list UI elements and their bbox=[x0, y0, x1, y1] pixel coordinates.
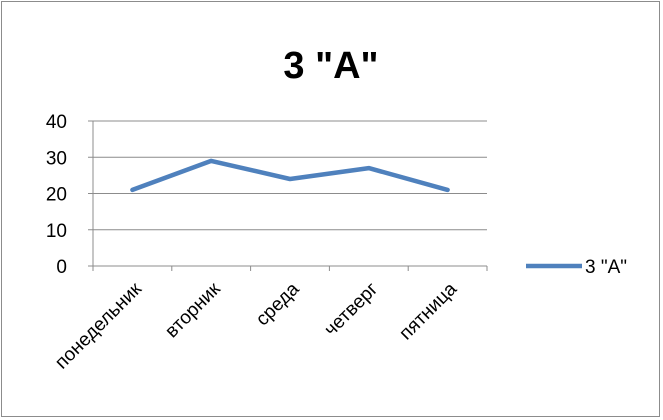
x-tick-label: четверг bbox=[320, 279, 382, 341]
legend: 3 "А" bbox=[526, 257, 627, 278]
x-tick-labels: понедельник вторник среда четверг пятница bbox=[51, 278, 461, 373]
data-point bbox=[210, 160, 212, 162]
series-line bbox=[130, 158, 450, 193]
data-point bbox=[289, 178, 291, 180]
data-point bbox=[131, 189, 133, 191]
y-tick-label: 30 bbox=[46, 148, 67, 169]
x-tick-label: вторник bbox=[161, 278, 225, 342]
gridlines bbox=[93, 120, 487, 231]
y-tick-labels: 0 10 20 30 40 bbox=[46, 112, 67, 278]
chart-title: 3 "А" bbox=[283, 45, 378, 87]
y-tick-label: 40 bbox=[46, 112, 67, 133]
x-tick-label: среда bbox=[252, 278, 304, 330]
y-tick-label: 0 bbox=[56, 257, 67, 278]
data-point bbox=[447, 189, 449, 191]
legend-label: 3 "А" bbox=[585, 257, 627, 278]
y-tick-label: 20 bbox=[46, 185, 67, 206]
x-tick-label: понедельник bbox=[51, 278, 146, 373]
y-tick-label: 10 bbox=[46, 221, 67, 242]
axes bbox=[88, 120, 488, 271]
x-tick-label: пятница bbox=[395, 278, 461, 344]
data-point bbox=[368, 167, 370, 169]
series-group bbox=[130, 158, 450, 193]
